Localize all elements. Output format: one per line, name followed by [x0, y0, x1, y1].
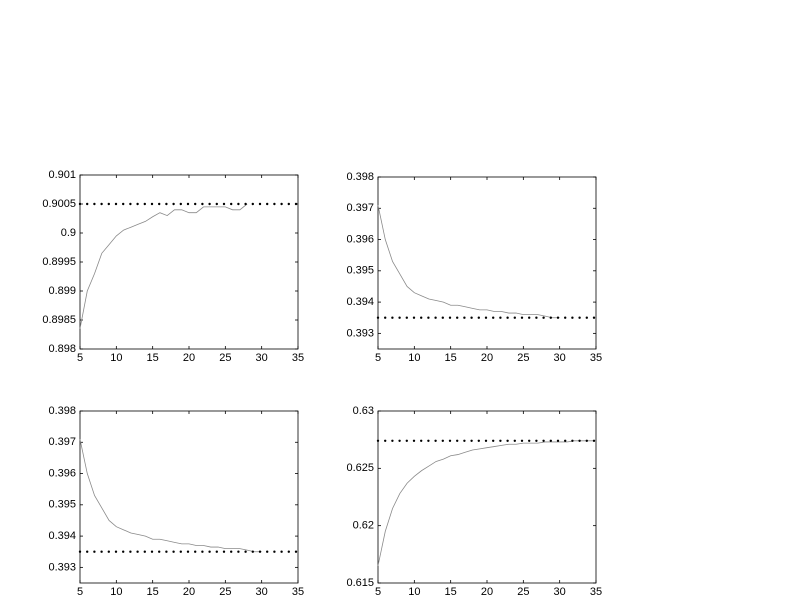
y-tick-label: 0.397: [48, 436, 76, 448]
plot-frame: [377, 410, 597, 584]
y-tick-label: 0.9: [61, 227, 76, 239]
plot-frame: [79, 410, 299, 584]
y-tick-label: 0.9005: [42, 198, 76, 210]
y-tick-label: 0.899: [48, 285, 76, 297]
x-tick-label: 10: [408, 352, 420, 364]
x-tick-label: 25: [219, 586, 231, 598]
x-tick-label: 30: [256, 352, 268, 364]
y-tick-label: 0.8985: [42, 314, 76, 326]
x-tick-label: 30: [554, 586, 566, 598]
y-tick-label: 0.398: [48, 405, 76, 417]
y-tick-label: 0.625: [346, 462, 374, 474]
y-tick-label: 0.395: [346, 265, 374, 277]
x-tick-label: 25: [517, 352, 529, 364]
x-tick-label: 5: [375, 352, 381, 364]
x-tick-label: 25: [517, 586, 529, 598]
y-tick-label: 0.393: [346, 327, 374, 339]
x-tick-label: 5: [77, 586, 83, 598]
x-tick-label: 35: [292, 586, 304, 598]
y-tick-label: 0.901: [48, 169, 76, 181]
y-tick-label: 0.615: [346, 577, 374, 589]
x-tick-label: 5: [77, 352, 83, 364]
y-tick-label: 0.396: [346, 233, 374, 245]
series-line: [79, 203, 248, 329]
y-tick-label: 0.396: [48, 467, 76, 479]
x-tick-label: 15: [147, 586, 159, 598]
y-tick-label: 0.398: [346, 171, 374, 183]
x-tick-label: 20: [183, 352, 195, 364]
x-tick-label: 35: [590, 352, 602, 364]
x-tick-label: 35: [292, 352, 304, 364]
plot-frame: [79, 174, 299, 350]
x-tick-label: 15: [445, 586, 457, 598]
x-tick-label: 10: [408, 586, 420, 598]
x-tick-label: 20: [481, 352, 493, 364]
y-tick-label: 0.394: [48, 530, 76, 542]
x-tick-label: 30: [554, 352, 566, 364]
x-tick-label: 20: [183, 586, 195, 598]
y-tick-label: 0.8995: [42, 256, 76, 268]
y-tick-label: 0.62: [353, 520, 374, 532]
x-tick-label: 20: [481, 586, 493, 598]
series-line: [377, 440, 596, 566]
plot-frame: [377, 176, 597, 350]
y-tick-label: 0.394: [346, 296, 374, 308]
y-tick-label: 0.898: [48, 343, 76, 355]
x-tick-label: 15: [147, 352, 159, 364]
x-tick-label: 5: [375, 586, 381, 598]
y-tick-label: 0.395: [48, 499, 76, 511]
series-line: [377, 205, 560, 319]
x-tick-label: 10: [110, 586, 122, 598]
x-tick-label: 35: [590, 586, 602, 598]
series-line: [79, 439, 262, 553]
x-tick-label: 15: [445, 352, 457, 364]
x-tick-label: 25: [219, 352, 231, 364]
y-tick-label: 0.393: [48, 561, 76, 573]
y-tick-label: 0.63: [353, 405, 374, 417]
y-tick-label: 0.397: [346, 202, 374, 214]
x-tick-label: 10: [110, 352, 122, 364]
x-tick-label: 30: [256, 586, 268, 598]
